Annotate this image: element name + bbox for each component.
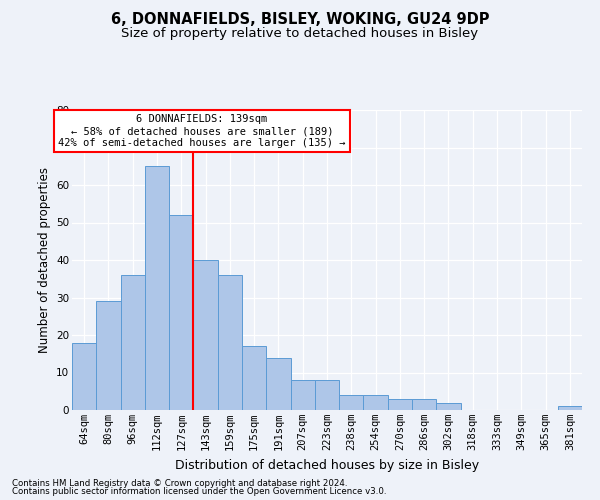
Bar [218, 275, 242, 410]
Bar [339, 395, 364, 410]
Bar [290, 380, 315, 410]
Y-axis label: Number of detached properties: Number of detached properties [38, 167, 50, 353]
Bar [121, 275, 145, 410]
Text: Contains public sector information licensed under the Open Government Licence v3: Contains public sector information licen… [12, 487, 386, 496]
Bar [96, 301, 121, 410]
Text: Size of property relative to detached houses in Bisley: Size of property relative to detached ho… [121, 28, 479, 40]
Bar [436, 402, 461, 410]
Bar [388, 399, 412, 410]
Bar [72, 342, 96, 410]
Bar [364, 395, 388, 410]
Bar [145, 166, 169, 410]
Bar [266, 358, 290, 410]
Text: Contains HM Land Registry data © Crown copyright and database right 2024.: Contains HM Land Registry data © Crown c… [12, 478, 347, 488]
Text: 6 DONNAFIELDS: 139sqm
← 58% of detached houses are smaller (189)
42% of semi-det: 6 DONNAFIELDS: 139sqm ← 58% of detached … [58, 114, 346, 148]
X-axis label: Distribution of detached houses by size in Bisley: Distribution of detached houses by size … [175, 458, 479, 471]
Bar [193, 260, 218, 410]
Bar [315, 380, 339, 410]
Bar [558, 406, 582, 410]
Bar [412, 399, 436, 410]
Bar [169, 215, 193, 410]
Bar [242, 346, 266, 410]
Text: 6, DONNAFIELDS, BISLEY, WOKING, GU24 9DP: 6, DONNAFIELDS, BISLEY, WOKING, GU24 9DP [111, 12, 489, 28]
